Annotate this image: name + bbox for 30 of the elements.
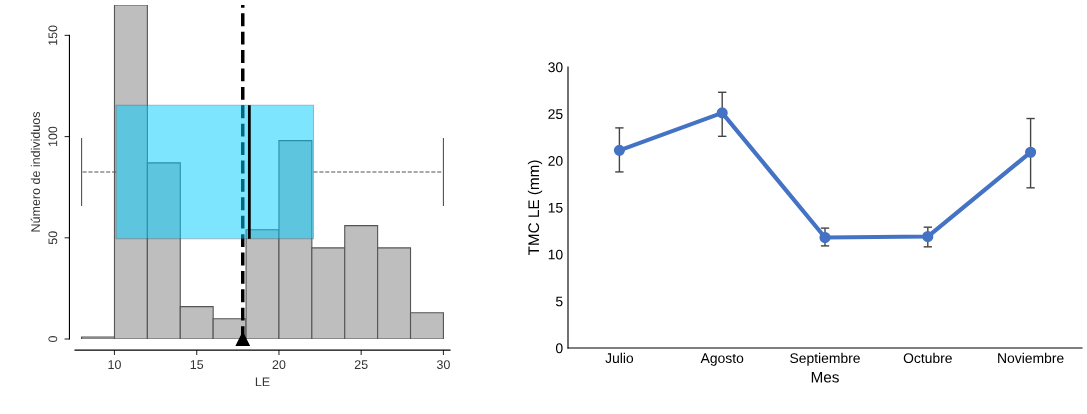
y-tick-label: 5 [555,296,563,307]
y-tick-label: 0 [555,343,563,354]
point [819,231,831,244]
x-tick-label: 25 [354,360,368,370]
x-tick-label: Julio [605,352,634,364]
x-tick-label: Septiembre [790,352,860,366]
x-tick-label: 30 [436,360,450,370]
point [716,107,728,119]
x-tick-label: 10 [108,360,121,370]
x-tick-label: Octubre [903,352,952,364]
y-axis-title: TMC LE (mm) [527,160,543,256]
point [613,144,625,156]
y-tick-label: 25 [548,109,563,119]
y-tick-label: 10 [548,249,563,260]
point [1025,146,1037,158]
y-tick-label: 20 [548,156,563,166]
x-tick-label: 20 [272,360,286,370]
x-tick-label: Agosto [700,353,744,366]
y-tick-label: 15 [548,202,563,213]
x-tick-label: Noviembre [998,352,1064,364]
y-tick-label: 0 [48,336,58,342]
y-tick-label: 150 [48,25,58,45]
y-tick-label: 30 [548,62,563,73]
y-axis-title: Número de individuos [30,112,41,232]
x-tick-label: 15 [190,360,204,370]
y-tick-label: 100 [48,126,58,147]
x-axis-title: LE [255,377,270,387]
y-tick-label: 50 [48,231,58,245]
x-axis-title: Mes [811,371,839,383]
point [922,230,934,243]
